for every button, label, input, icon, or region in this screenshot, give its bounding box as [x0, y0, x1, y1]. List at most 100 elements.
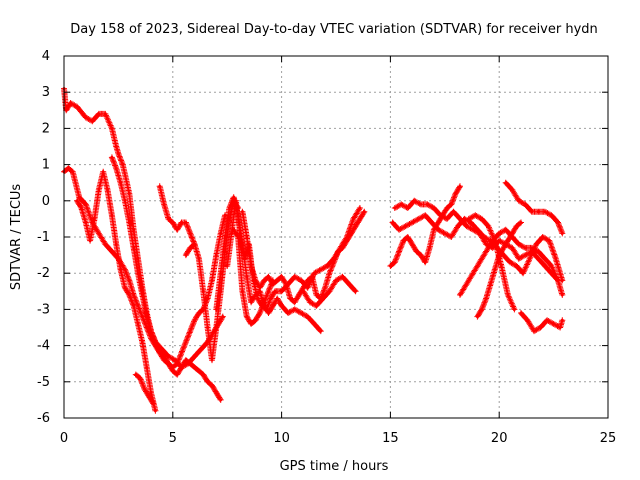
- data-point: [314, 293, 318, 297]
- data-point: [558, 326, 562, 329]
- data-point: [536, 249, 540, 253]
- data-point: [269, 297, 273, 301]
- data-point: [504, 228, 508, 232]
- series-arc11: [239, 208, 368, 306]
- data-point: [480, 307, 484, 311]
- data-point: [92, 217, 96, 221]
- data-point: [543, 210, 547, 214]
- data-point: [249, 300, 253, 304]
- data-point: [210, 358, 214, 362]
- data-point: [393, 260, 397, 264]
- data-point: [219, 271, 223, 275]
- data-point: [97, 112, 101, 116]
- data-point: [488, 282, 492, 286]
- data-point: [560, 231, 564, 235]
- data-point: [543, 264, 547, 268]
- data-point: [138, 376, 142, 380]
- data-point: [515, 224, 519, 228]
- data-point: [243, 257, 247, 261]
- data-point: [484, 249, 488, 253]
- data-point: [412, 199, 416, 203]
- series-arc16: [457, 226, 566, 298]
- data-point: [264, 307, 268, 311]
- data-point: [284, 282, 288, 286]
- data-point: [132, 228, 136, 232]
- data-point: [502, 246, 506, 250]
- data-point: [201, 373, 205, 377]
- data-point: [184, 358, 188, 362]
- data-markers: [502, 179, 566, 237]
- data-point: [214, 391, 218, 395]
- data-point: [423, 213, 427, 217]
- data-point: [397, 228, 401, 232]
- data-point: [145, 365, 149, 369]
- data-point: [225, 264, 229, 268]
- data-point: [119, 181, 123, 185]
- data-point: [517, 199, 521, 203]
- data-point: [536, 257, 540, 261]
- data-point: [528, 257, 532, 261]
- data-point: [123, 286, 127, 290]
- data-point: [521, 271, 525, 275]
- data-point: [523, 253, 527, 257]
- data-point: [484, 242, 488, 246]
- data-point: [132, 293, 136, 297]
- data-point: [219, 231, 223, 235]
- data-point: [552, 322, 556, 326]
- data-point: [549, 264, 553, 268]
- data-point: [493, 239, 497, 243]
- data-point: [110, 126, 114, 130]
- data-point: [506, 293, 510, 297]
- series-arc6: [132, 371, 157, 407]
- data-point: [301, 289, 305, 293]
- data-point: [127, 278, 131, 282]
- data-markers: [387, 183, 463, 269]
- x-tick-label: 15: [382, 431, 399, 446]
- data-point: [449, 235, 453, 239]
- data-point: [415, 249, 419, 253]
- data-point: [153, 340, 157, 344]
- data-point: [425, 202, 429, 206]
- data-point: [175, 228, 179, 232]
- data-point: [406, 206, 410, 210]
- data-point: [145, 315, 149, 319]
- series-arc4: [108, 154, 228, 371]
- y-tick-label: 1: [42, 158, 50, 173]
- data-point: [123, 268, 127, 272]
- data-point: [482, 235, 486, 239]
- data-point: [547, 239, 551, 243]
- data-point: [399, 202, 403, 206]
- data-point: [299, 278, 303, 282]
- data-point: [180, 221, 184, 225]
- data-point: [132, 304, 136, 308]
- data-point: [497, 231, 501, 235]
- data-point: [517, 257, 521, 261]
- data-point: [321, 297, 325, 301]
- x-tick-label: 10: [273, 431, 290, 446]
- data-point: [106, 188, 110, 192]
- data-point: [288, 297, 292, 301]
- data-point: [249, 264, 253, 268]
- y-tick-label: -1: [37, 230, 50, 245]
- data-point: [240, 210, 244, 214]
- data-point: [341, 246, 345, 250]
- y-axis-label: SDTVAR / TECUs: [9, 184, 24, 291]
- data-point: [227, 206, 231, 210]
- data-point: [306, 315, 310, 319]
- data-point: [299, 311, 303, 315]
- data-point: [530, 210, 534, 214]
- data-point: [556, 221, 560, 225]
- data-point: [197, 311, 201, 315]
- data-point: [401, 239, 405, 243]
- x-tick-label: 25: [600, 431, 617, 446]
- data-point: [475, 228, 479, 232]
- data-point: [256, 297, 260, 301]
- data-point: [345, 239, 349, 243]
- data-point: [354, 224, 358, 228]
- data-point: [206, 380, 210, 384]
- data-point: [101, 170, 105, 174]
- data-point: [275, 278, 279, 282]
- data-point: [452, 210, 456, 214]
- data-point: [349, 231, 353, 235]
- data-point: [110, 155, 114, 159]
